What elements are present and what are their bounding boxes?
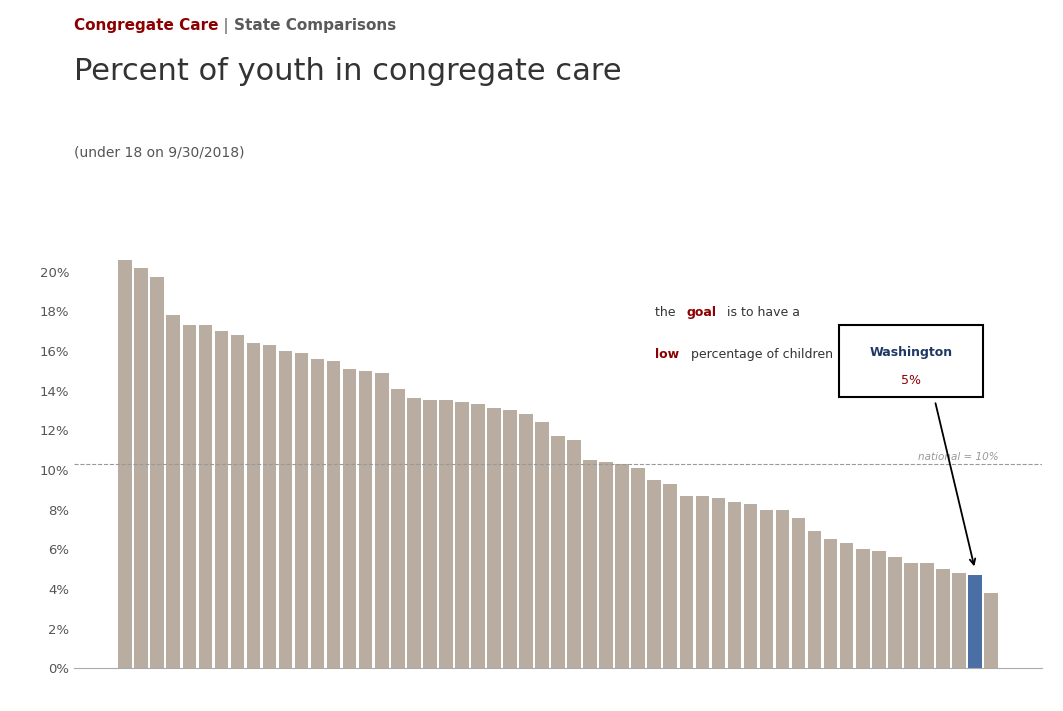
Bar [247,343,260,668]
Bar [600,462,613,668]
Bar [631,468,645,668]
Bar [391,389,405,668]
Bar [519,415,533,668]
Bar [679,496,693,668]
Bar [118,260,132,668]
Bar [663,483,677,668]
Text: goal: goal [687,306,716,319]
Text: is to have a: is to have a [724,306,800,319]
Bar [487,408,501,668]
Bar [279,351,292,668]
Bar [439,400,453,668]
Text: low: low [655,348,679,361]
Text: (under 18 on 9/30/2018): (under 18 on 9/30/2018) [74,146,244,160]
Bar [711,498,725,668]
Bar [695,496,709,668]
FancyBboxPatch shape [839,325,983,397]
Bar [536,422,549,668]
Bar [552,436,564,668]
Bar [423,400,437,668]
Text: percentage of children in congregate care: percentage of children in congregate car… [687,348,955,361]
Bar [231,335,244,668]
Text: |: | [218,18,234,34]
Bar [326,360,340,668]
Bar [199,325,213,668]
Bar [792,518,806,668]
Bar [183,325,197,668]
Bar [568,440,580,668]
Bar [984,593,998,668]
Bar [760,510,773,668]
Text: Congregate Care: Congregate Care [74,18,219,33]
Text: the: the [655,306,679,319]
Bar [167,315,180,668]
Text: Percent of youth in congregate care: Percent of youth in congregate care [74,57,622,86]
Bar [359,370,372,668]
Bar [776,510,790,668]
Bar [375,373,389,668]
Text: Washington: Washington [870,346,952,359]
Bar [968,575,982,668]
Bar [727,502,741,668]
Bar [343,369,356,668]
Bar [937,569,949,668]
Bar [647,480,661,668]
Bar [824,540,838,668]
Bar [904,563,917,668]
Bar [407,398,421,668]
Bar [952,573,965,668]
Text: national = 10%: national = 10% [918,452,999,462]
Bar [215,331,229,668]
Bar [263,345,276,668]
Bar [840,543,854,668]
Text: State Comparisons: State Comparisons [234,18,396,33]
Bar [294,353,308,668]
Bar [151,277,164,668]
Bar [455,402,469,668]
Bar [310,359,324,668]
Bar [615,464,629,668]
Bar [503,410,517,668]
Bar [808,531,822,668]
Bar [888,557,901,668]
Bar [134,267,148,668]
Text: 5%: 5% [900,374,921,387]
Bar [744,503,757,668]
Bar [872,551,885,668]
Bar [856,550,870,668]
Bar [919,563,933,668]
Bar [584,460,597,668]
Bar [471,405,485,668]
